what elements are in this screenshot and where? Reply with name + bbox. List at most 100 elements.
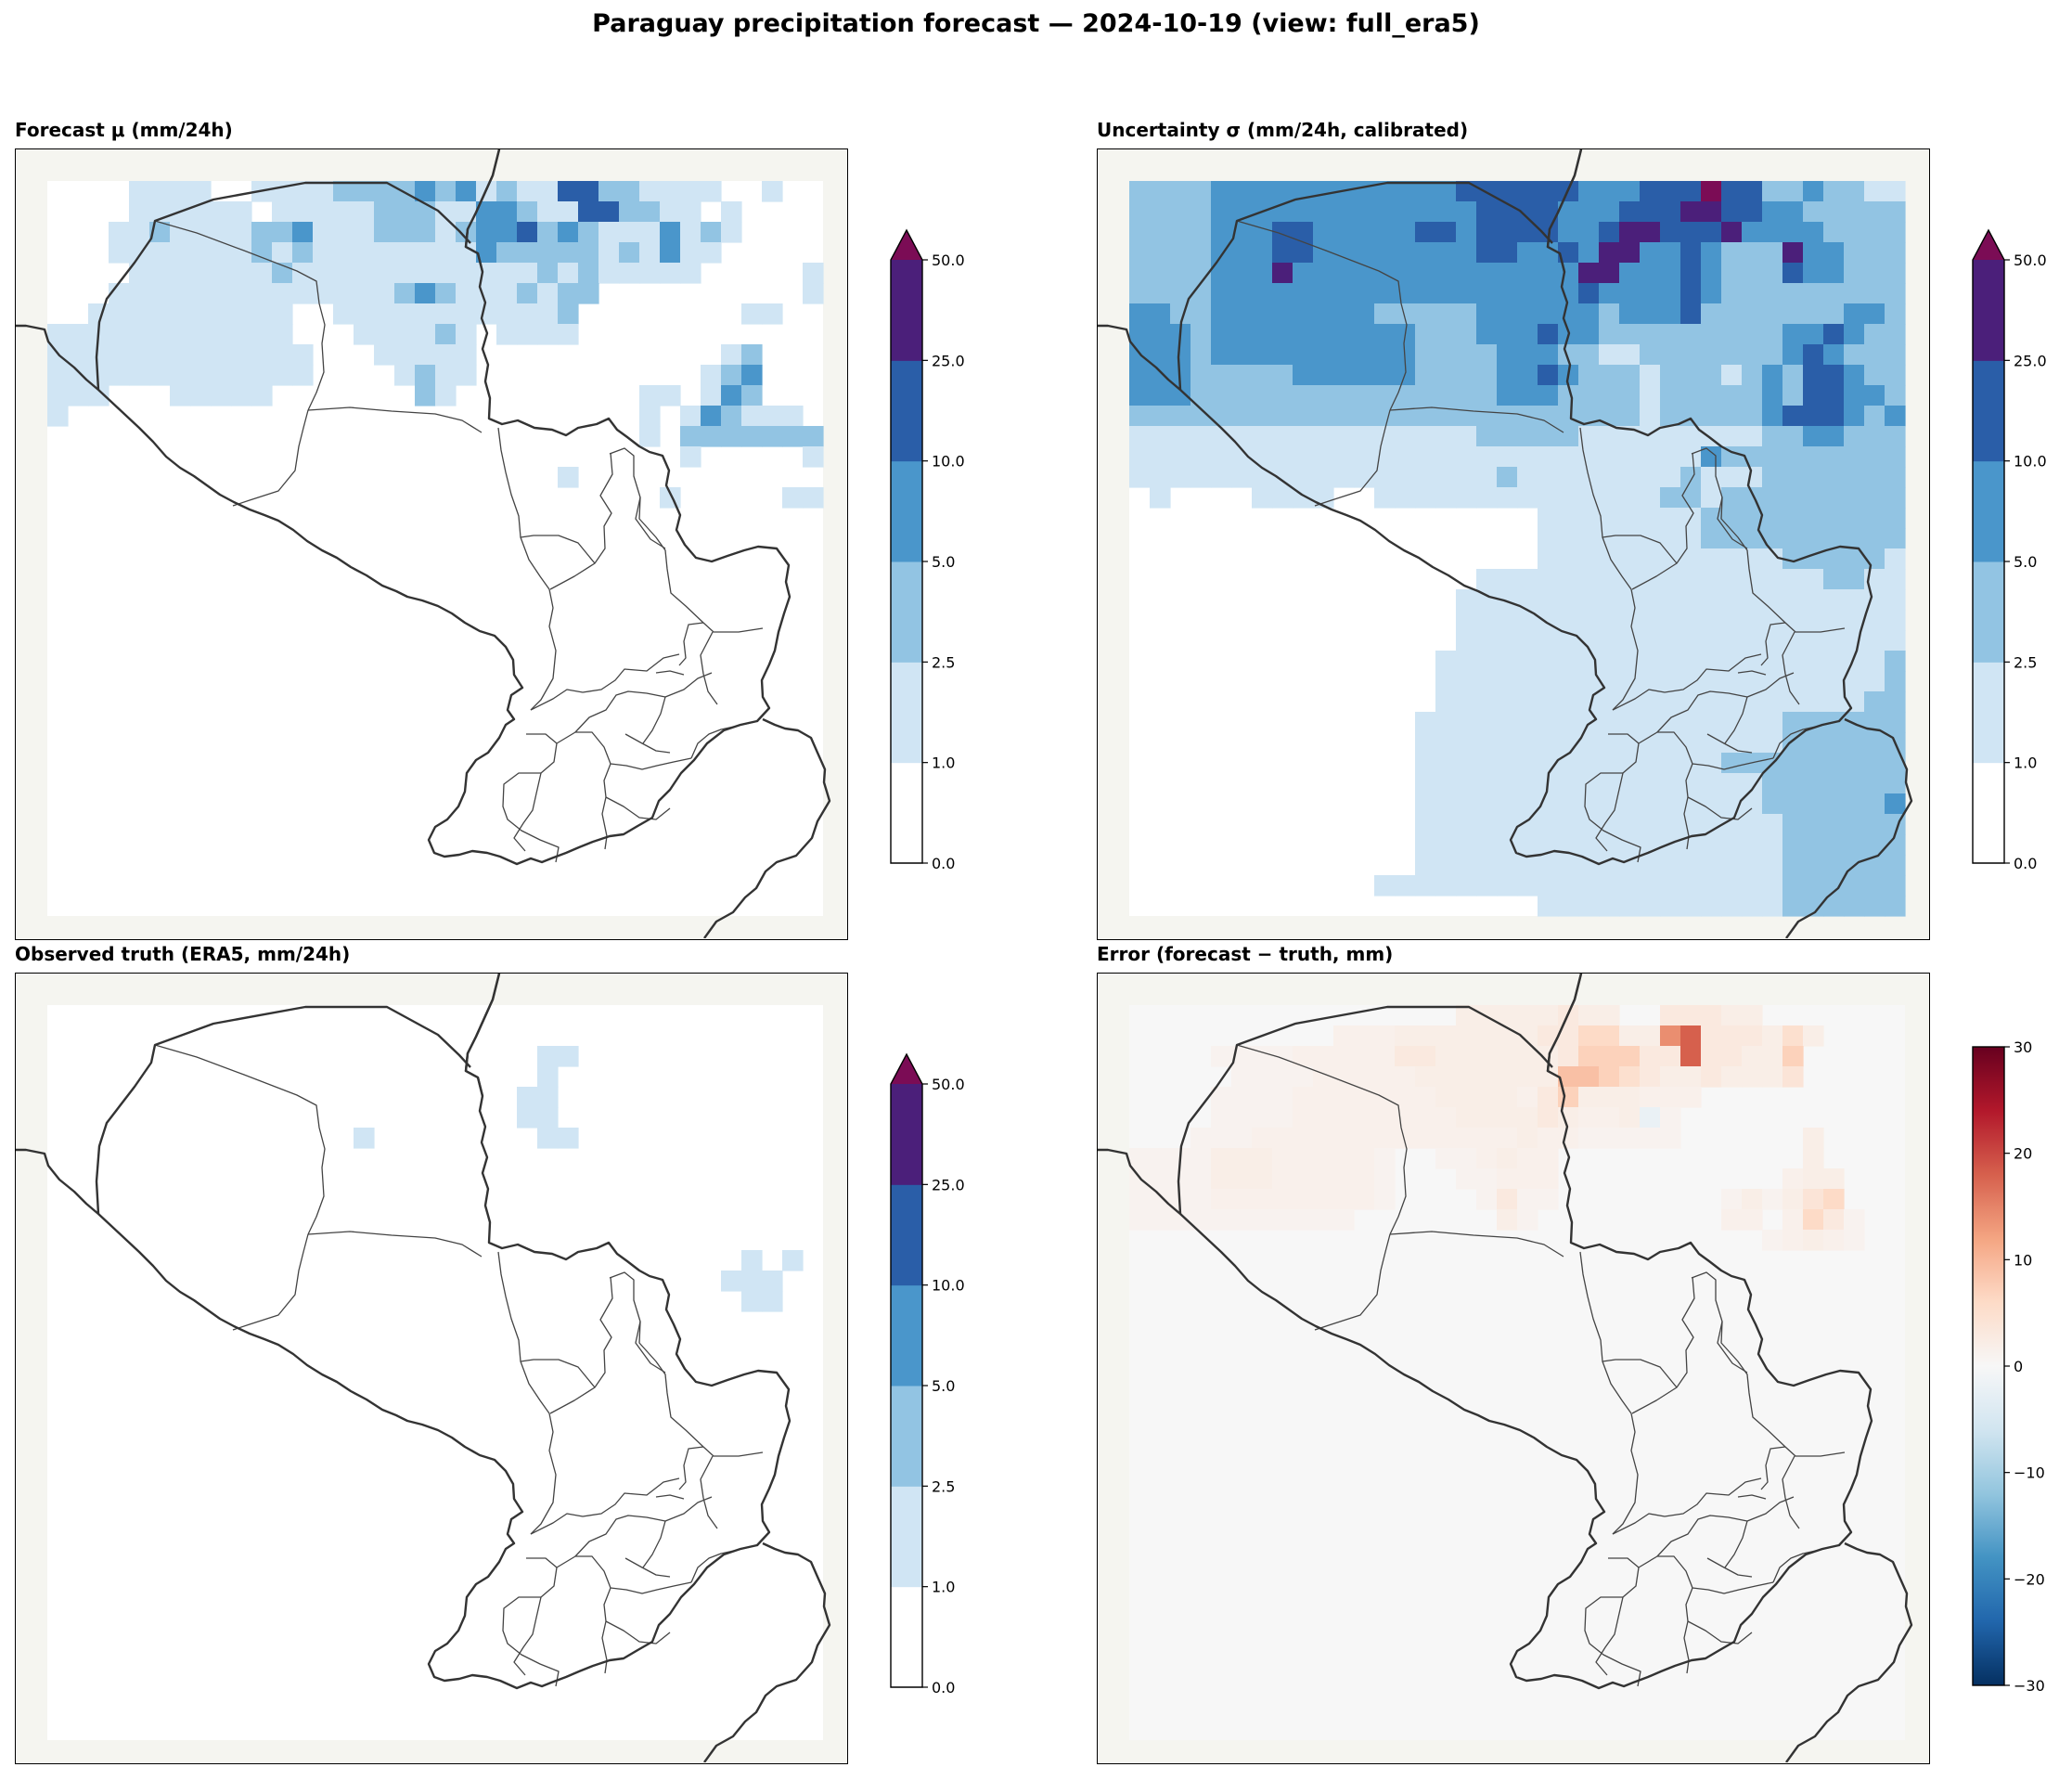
heatmap-cell — [1211, 406, 1232, 427]
heatmap-cell — [1456, 222, 1477, 243]
heatmap-cell — [374, 303, 395, 325]
colorbar-extend-arrow — [891, 230, 922, 260]
heatmap-cell — [517, 283, 538, 304]
colorbar-segment — [891, 1386, 922, 1487]
heatmap-cell — [1782, 1046, 1804, 1067]
heatmap-cell — [1313, 283, 1334, 304]
heatmap-cell — [1252, 1148, 1273, 1169]
heatmap-cell — [1293, 446, 1314, 468]
heatmap-cell — [1640, 793, 1661, 815]
heatmap-cell — [1456, 712, 1477, 733]
heatmap-cell — [1640, 1107, 1661, 1129]
heatmap-cell — [1680, 303, 1702, 325]
heatmap-cell — [1660, 446, 1681, 468]
heatmap-cell — [1660, 1128, 1681, 1149]
heatmap-cell — [1599, 324, 1620, 345]
heatmap-cell — [1885, 242, 1906, 264]
heatmap-cell — [1558, 712, 1579, 733]
department-boundary — [1584, 1596, 1641, 1687]
heatmap-cell — [1619, 834, 1641, 856]
heatmap-cell — [1293, 1046, 1314, 1067]
heatmap-cell — [1435, 1046, 1457, 1067]
truth-colorbar-svg: 0.01.02.55.010.025.050.0 — [890, 1052, 965, 1696]
heatmap-cell — [1333, 1128, 1355, 1149]
heatmap-cell — [558, 303, 579, 325]
heatmap-cell — [1456, 610, 1477, 631]
heatmap-cell — [1497, 1209, 1518, 1231]
heatmap-cell — [1844, 1230, 1865, 1251]
heatmap-cell — [1170, 446, 1191, 468]
heatmap-cell — [1293, 1148, 1314, 1169]
heatmap-cell — [1190, 365, 1212, 386]
heatmap-cell — [1885, 834, 1906, 856]
heatmap-cell — [1333, 1087, 1355, 1108]
heatmap-cell — [1293, 1209, 1314, 1231]
heatmap-cell — [1599, 1005, 1620, 1026]
heatmap-cell — [1374, 324, 1396, 345]
department-boundary — [307, 1231, 483, 1258]
heatmap-cell — [1762, 201, 1783, 223]
heatmap-cell — [1803, 855, 1824, 876]
colorbar-segment — [891, 1586, 922, 1688]
heatmap-cell — [1782, 283, 1804, 304]
heatmap-cell — [1456, 753, 1477, 774]
heatmap-cell — [1190, 1168, 1212, 1190]
heatmap-cell — [1578, 344, 1600, 366]
heatmap-cell — [251, 385, 273, 406]
country-border — [464, 974, 501, 1097]
heatmap-cell — [1313, 181, 1334, 202]
heatmap-cell — [1497, 630, 1518, 651]
heatmap-cell — [47, 365, 69, 386]
heatmap-cell — [1640, 324, 1661, 345]
heatmap-cell — [517, 1087, 538, 1108]
heatmap-cell — [1864, 793, 1885, 815]
heatmap-cell — [619, 222, 640, 243]
heatmap-cell — [1456, 242, 1477, 264]
heatmap-cell — [1619, 283, 1641, 304]
heatmap-cell — [1558, 344, 1579, 366]
heatmap-cell — [1129, 1148, 1151, 1169]
department-boundary — [307, 406, 483, 433]
heatmap-cell — [456, 201, 477, 223]
heatmap-cell — [639, 406, 661, 427]
heatmap-cell — [1497, 814, 1518, 835]
heatmap-cell — [762, 181, 783, 202]
heatmap-cell — [1885, 508, 1906, 529]
heatmap-cell — [1231, 467, 1253, 488]
heatmap-cell — [1476, 426, 1498, 447]
heatmap-cell — [1517, 814, 1538, 835]
heatmap-cell — [1762, 324, 1783, 345]
colorbar-tick-label: 10 — [2014, 1251, 2032, 1269]
heatmap-cell — [1374, 1025, 1396, 1047]
heatmap-cell — [231, 344, 252, 366]
heatmap-cell — [639, 263, 661, 284]
heatmap-cell — [1762, 1025, 1783, 1047]
heatmap-cell — [1211, 426, 1232, 447]
heatmap-cell — [1497, 875, 1518, 896]
heatmap-cell — [1782, 1025, 1804, 1047]
heatmap-cell — [1538, 181, 1559, 202]
heatmap-cell — [313, 222, 334, 243]
heatmap-cell — [537, 1128, 559, 1149]
heatmap-cell — [1354, 242, 1375, 264]
heatmap-cell — [1558, 1087, 1579, 1108]
heatmap-cell — [1823, 610, 1845, 631]
heatmap-cell — [1456, 875, 1477, 896]
department-boundary — [642, 1520, 666, 1568]
heatmap-cell — [1190, 201, 1212, 223]
heatmap-cell — [1721, 855, 1743, 876]
heatmap-cell — [1640, 630, 1661, 651]
heatmap-cell — [1680, 773, 1702, 794]
heatmap-cell — [1619, 814, 1641, 835]
heatmap-cell — [1190, 242, 1212, 264]
heatmap-cell — [1660, 385, 1681, 406]
heatmap-cell — [1558, 855, 1579, 876]
heatmap-cell — [1395, 1087, 1416, 1108]
heatmap-cell — [1803, 814, 1824, 835]
heatmap-cell — [1782, 1209, 1804, 1231]
heatmap-cell — [1640, 1046, 1661, 1067]
heatmap-cell — [1803, 283, 1824, 304]
heatmap-cell — [1619, 303, 1641, 325]
department-boundaries — [154, 220, 764, 863]
heatmap-cell — [149, 344, 171, 366]
